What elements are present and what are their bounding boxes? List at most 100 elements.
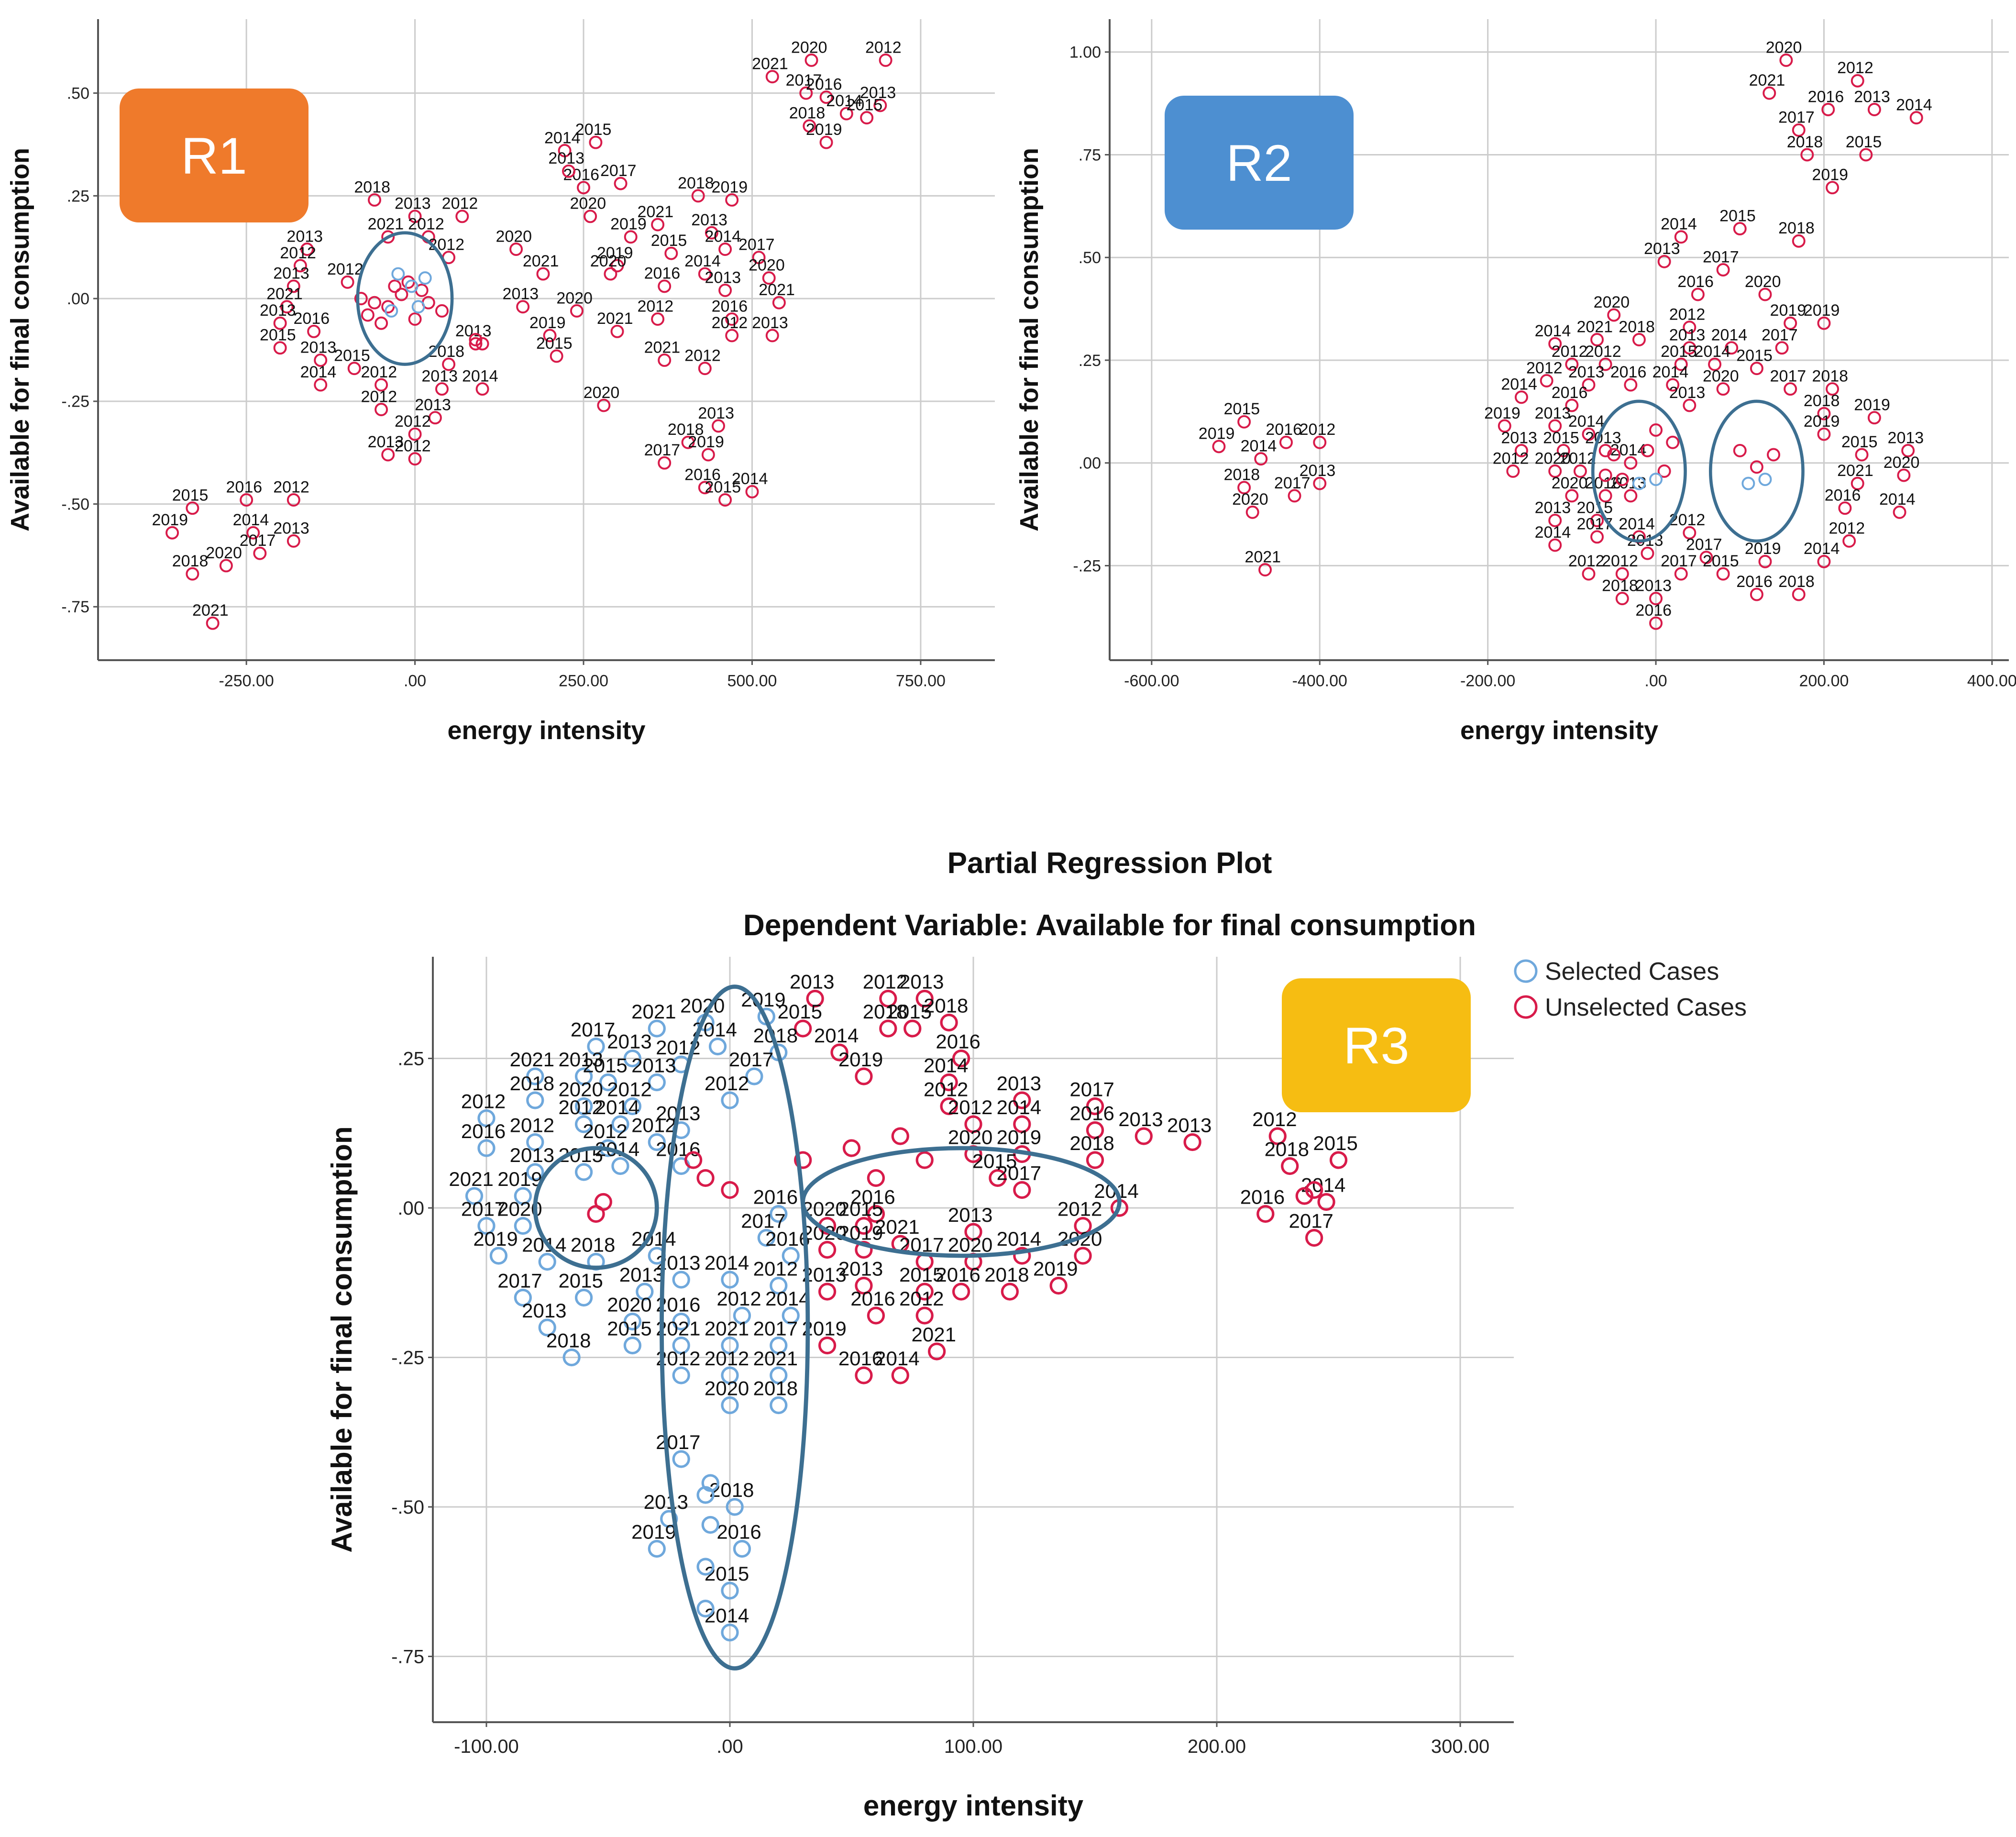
point-label: 2012	[1837, 59, 1873, 77]
y-tick-label: -.75	[391, 1647, 424, 1668]
unselected-point	[1859, 148, 1873, 162]
unselected-point	[1821, 102, 1835, 116]
unselected-point	[1074, 1247, 1092, 1265]
y-tick-label: .75	[1079, 146, 1101, 164]
point-label: 2021	[1749, 71, 1785, 89]
selected-point	[782, 1306, 800, 1325]
point-label: 2012	[1526, 359, 1563, 377]
point-label: 2021	[1837, 462, 1873, 480]
unselected-point	[1867, 411, 1881, 425]
unselected-point	[375, 378, 388, 392]
unselected-point	[1775, 341, 1789, 355]
selected-point	[1758, 473, 1772, 487]
point-label: 2013	[510, 1144, 554, 1166]
point-label: 2021	[753, 1347, 798, 1370]
unselected-point	[745, 485, 759, 498]
selected-point	[660, 1510, 678, 1528]
unselected-point	[314, 353, 328, 367]
selected-point	[623, 1336, 642, 1355]
point-label: 2015	[1736, 347, 1773, 365]
unselected-point	[1135, 1127, 1153, 1145]
point-label: 2019	[1854, 396, 1890, 414]
y-tick-label: .50	[1079, 249, 1101, 267]
unselected-point	[1514, 390, 1528, 404]
point-label: 2014	[1535, 523, 1571, 542]
unselected-point	[806, 989, 824, 1008]
x-tick-label: -600.00	[1124, 672, 1179, 690]
point-label: 2013	[802, 1263, 846, 1286]
point-label: 2018	[1069, 1132, 1114, 1154]
region-ellipse	[660, 985, 810, 1671]
point-label: 2020	[558, 1078, 603, 1101]
x-axis-title: energy intensity	[863, 1790, 1084, 1822]
point-label: 2014	[233, 511, 269, 529]
unselected-point	[610, 324, 624, 338]
unselected-point	[1237, 415, 1251, 429]
point-label: 2013	[300, 338, 337, 356]
point-label: 2021	[637, 203, 673, 221]
point-label: 2018	[354, 178, 390, 196]
point-label: 2012	[1829, 519, 1865, 537]
selected-point	[782, 1247, 800, 1265]
unselected-point	[1817, 316, 1831, 330]
point-label: 2013	[607, 1030, 651, 1053]
unselected-point	[928, 1342, 946, 1361]
point-label: 2014	[732, 470, 768, 488]
point-label: 2017	[738, 236, 775, 254]
unselected-point	[1657, 255, 1671, 268]
unselected-point	[867, 1205, 885, 1223]
point-label: 2015	[1661, 343, 1697, 361]
selected-point	[574, 1115, 593, 1133]
point-label: 2012	[280, 244, 316, 262]
selected-point	[611, 1157, 629, 1175]
point-label: 2013	[1854, 88, 1890, 106]
unselected-point	[1548, 337, 1562, 351]
selected-point	[757, 1228, 775, 1247]
unselected-point	[1295, 1187, 1313, 1205]
point-label: 2021	[759, 281, 795, 299]
point-label: 2012	[461, 1090, 506, 1113]
unselected-point	[314, 378, 328, 392]
unselected-point	[1733, 443, 1747, 457]
unselected-point	[1565, 357, 1579, 371]
point-label: 2013	[395, 195, 431, 213]
unselected-point	[368, 296, 381, 310]
point-label: 2014	[1804, 540, 1840, 558]
unselected-point	[940, 1073, 958, 1092]
point-label: 2014	[595, 1096, 639, 1118]
unselected-point	[1758, 554, 1772, 568]
point-label: 2019	[631, 1521, 676, 1543]
point-label: 2018	[1787, 133, 1823, 151]
unselected-point	[1792, 587, 1806, 601]
unselected-point	[1013, 1247, 1031, 1265]
unselected-point	[1641, 443, 1654, 457]
unselected-point	[855, 1067, 873, 1085]
point-label: 2015	[607, 1317, 651, 1340]
point-label: 2014	[1568, 412, 1605, 431]
unselected-point	[1632, 333, 1646, 346]
unselected-point	[839, 107, 853, 121]
point-label: 2017	[1289, 1210, 1333, 1232]
point-label: 2016	[1266, 421, 1302, 439]
selected-point	[477, 1139, 496, 1157]
point-label: 2015	[887, 1000, 932, 1023]
unselected-point	[395, 288, 408, 301]
unselected-point	[1506, 464, 1520, 478]
point-label: 2021	[1245, 548, 1281, 566]
unselected-point	[1750, 587, 1763, 601]
point-label: 2016	[1585, 474, 1621, 492]
y-axis-title: Available for final consumption	[326, 1126, 358, 1552]
point-label: 2019	[497, 1168, 542, 1190]
region-badge-label: R1	[181, 127, 247, 185]
unselected-point	[558, 144, 572, 157]
unselected-point	[712, 419, 725, 433]
unselected-point	[1691, 288, 1705, 301]
unselected-point	[341, 275, 354, 289]
selected-point	[477, 1109, 496, 1128]
point-label: 2019	[152, 511, 188, 529]
unselected-point	[879, 53, 892, 67]
unselected-point	[658, 279, 672, 293]
unselected-point	[455, 210, 469, 223]
point-label: 2021	[644, 338, 681, 356]
